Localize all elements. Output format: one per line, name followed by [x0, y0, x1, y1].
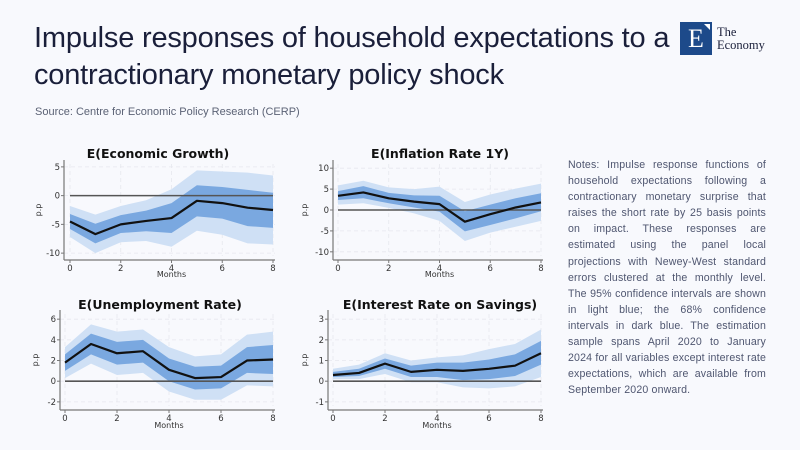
source-caption: Source: Centre for Economic Policy Resea…	[35, 106, 300, 118]
point-estimate-line	[332, 352, 542, 377]
x-tick-label: 8	[538, 414, 543, 424]
ci68-band	[333, 340, 541, 381]
chart-panel-2: 10 5 0 -5 -10 0 2 4 6 8 E(Inflation Rate 1Y) Months…	[300, 146, 544, 279]
page-title: Impulse responses of household expectati…	[34, 22, 670, 91]
y-tick-label: -2	[48, 398, 56, 408]
y-tick-label: 0	[319, 377, 324, 387]
y-axis-label: p.p	[300, 204, 309, 217]
x-tick-label: 2	[118, 264, 123, 274]
x-tick-label: 6	[486, 414, 491, 424]
x-tick-label: 0	[330, 414, 335, 424]
x-axis-label: Months	[422, 421, 451, 430]
chart-title: E(Economic Growth)	[87, 146, 230, 161]
y-tick-label: 5	[324, 185, 329, 195]
y-tick-label: 2	[51, 357, 56, 367]
point-estimate-line	[337, 191, 542, 223]
y-tick-label: 0	[324, 206, 329, 216]
x-tick-label: 2	[382, 414, 387, 424]
x-tick-label: 6	[488, 264, 493, 274]
x-tick-label: 8	[270, 264, 275, 274]
y-tick-label: 0	[51, 377, 56, 387]
chart-panel-1: 5 0 -5 -10 0 2 4 6 8 E(Economic Growth) Months p.p	[34, 146, 276, 279]
x-axis-label: Months	[154, 421, 183, 430]
ci68-band	[65, 333, 273, 390]
logo-line-2: Economy	[717, 37, 765, 52]
logo-corner-triangle	[704, 24, 710, 30]
y-tick-label: -5	[52, 220, 60, 230]
point-estimate-line	[64, 342, 274, 380]
x-tick-label: 4	[437, 264, 442, 274]
chart-title: E(Interest Rate on Savings)	[343, 297, 537, 312]
chart-panel-4: 3 2 1 0 -1 0 2 4 6 8 E(Interest Rate on Savings) Mo…	[300, 297, 544, 430]
chart-title: E(Inflation Rate 1Y)	[371, 146, 509, 161]
y-tick-label: -10	[46, 249, 60, 259]
y-tick-label: 2	[319, 336, 324, 346]
x-tick-label: 2	[114, 414, 119, 424]
chart-panel-3: 6 4 2 0 -2 0 2 4 6 8 E(Unemployment Rate) Months p.p	[31, 297, 276, 430]
x-tick-label: 0	[62, 414, 67, 424]
x-tick-label: 4	[434, 414, 439, 424]
x-axis-label: Months	[425, 270, 454, 279]
point-estimate-line	[69, 199, 274, 236]
y-tick-label: -1	[316, 398, 324, 408]
x-tick-label: 0	[67, 264, 72, 274]
ci68-band	[70, 185, 273, 244]
the-economy-logo: E The Economy	[680, 22, 765, 55]
x-tick-label: 6	[218, 414, 223, 424]
x-tick-label: 4	[166, 414, 171, 424]
y-tick-label: 5	[55, 163, 60, 173]
y-tick-label: 0	[55, 192, 60, 202]
x-axis-label: Months	[157, 270, 186, 279]
x-tick-label: 8	[270, 414, 275, 424]
chart-title: E(Unemployment Rate)	[78, 297, 242, 312]
x-tick-label: 0	[335, 264, 340, 274]
y-tick-label: 4	[51, 336, 56, 346]
x-tick-label: 6	[220, 264, 225, 274]
y-tick-label: 3	[319, 315, 324, 325]
y-tick-label: 1	[319, 357, 324, 367]
logo-line-1: The	[717, 24, 737, 39]
y-axis-label: p.p	[31, 354, 40, 367]
y-axis-label: p.p	[34, 204, 43, 217]
x-tick-label: 2	[386, 264, 391, 274]
logo-mark-icon: E	[680, 22, 712, 55]
y-tick-label: 10	[318, 164, 329, 174]
y-axis-label: p.p	[300, 354, 309, 367]
y-tick-label: 6	[51, 315, 56, 325]
x-tick-label: 8	[538, 264, 543, 274]
logo-letter: E	[688, 23, 704, 53]
chart-notes: Notes: Impulse response functions of hou…	[568, 159, 766, 397]
y-tick-label: -5	[321, 227, 329, 237]
x-tick-label: 4	[169, 264, 174, 274]
logo-wordmark: The Economy	[717, 24, 765, 52]
y-tick-label: -10	[315, 248, 329, 258]
